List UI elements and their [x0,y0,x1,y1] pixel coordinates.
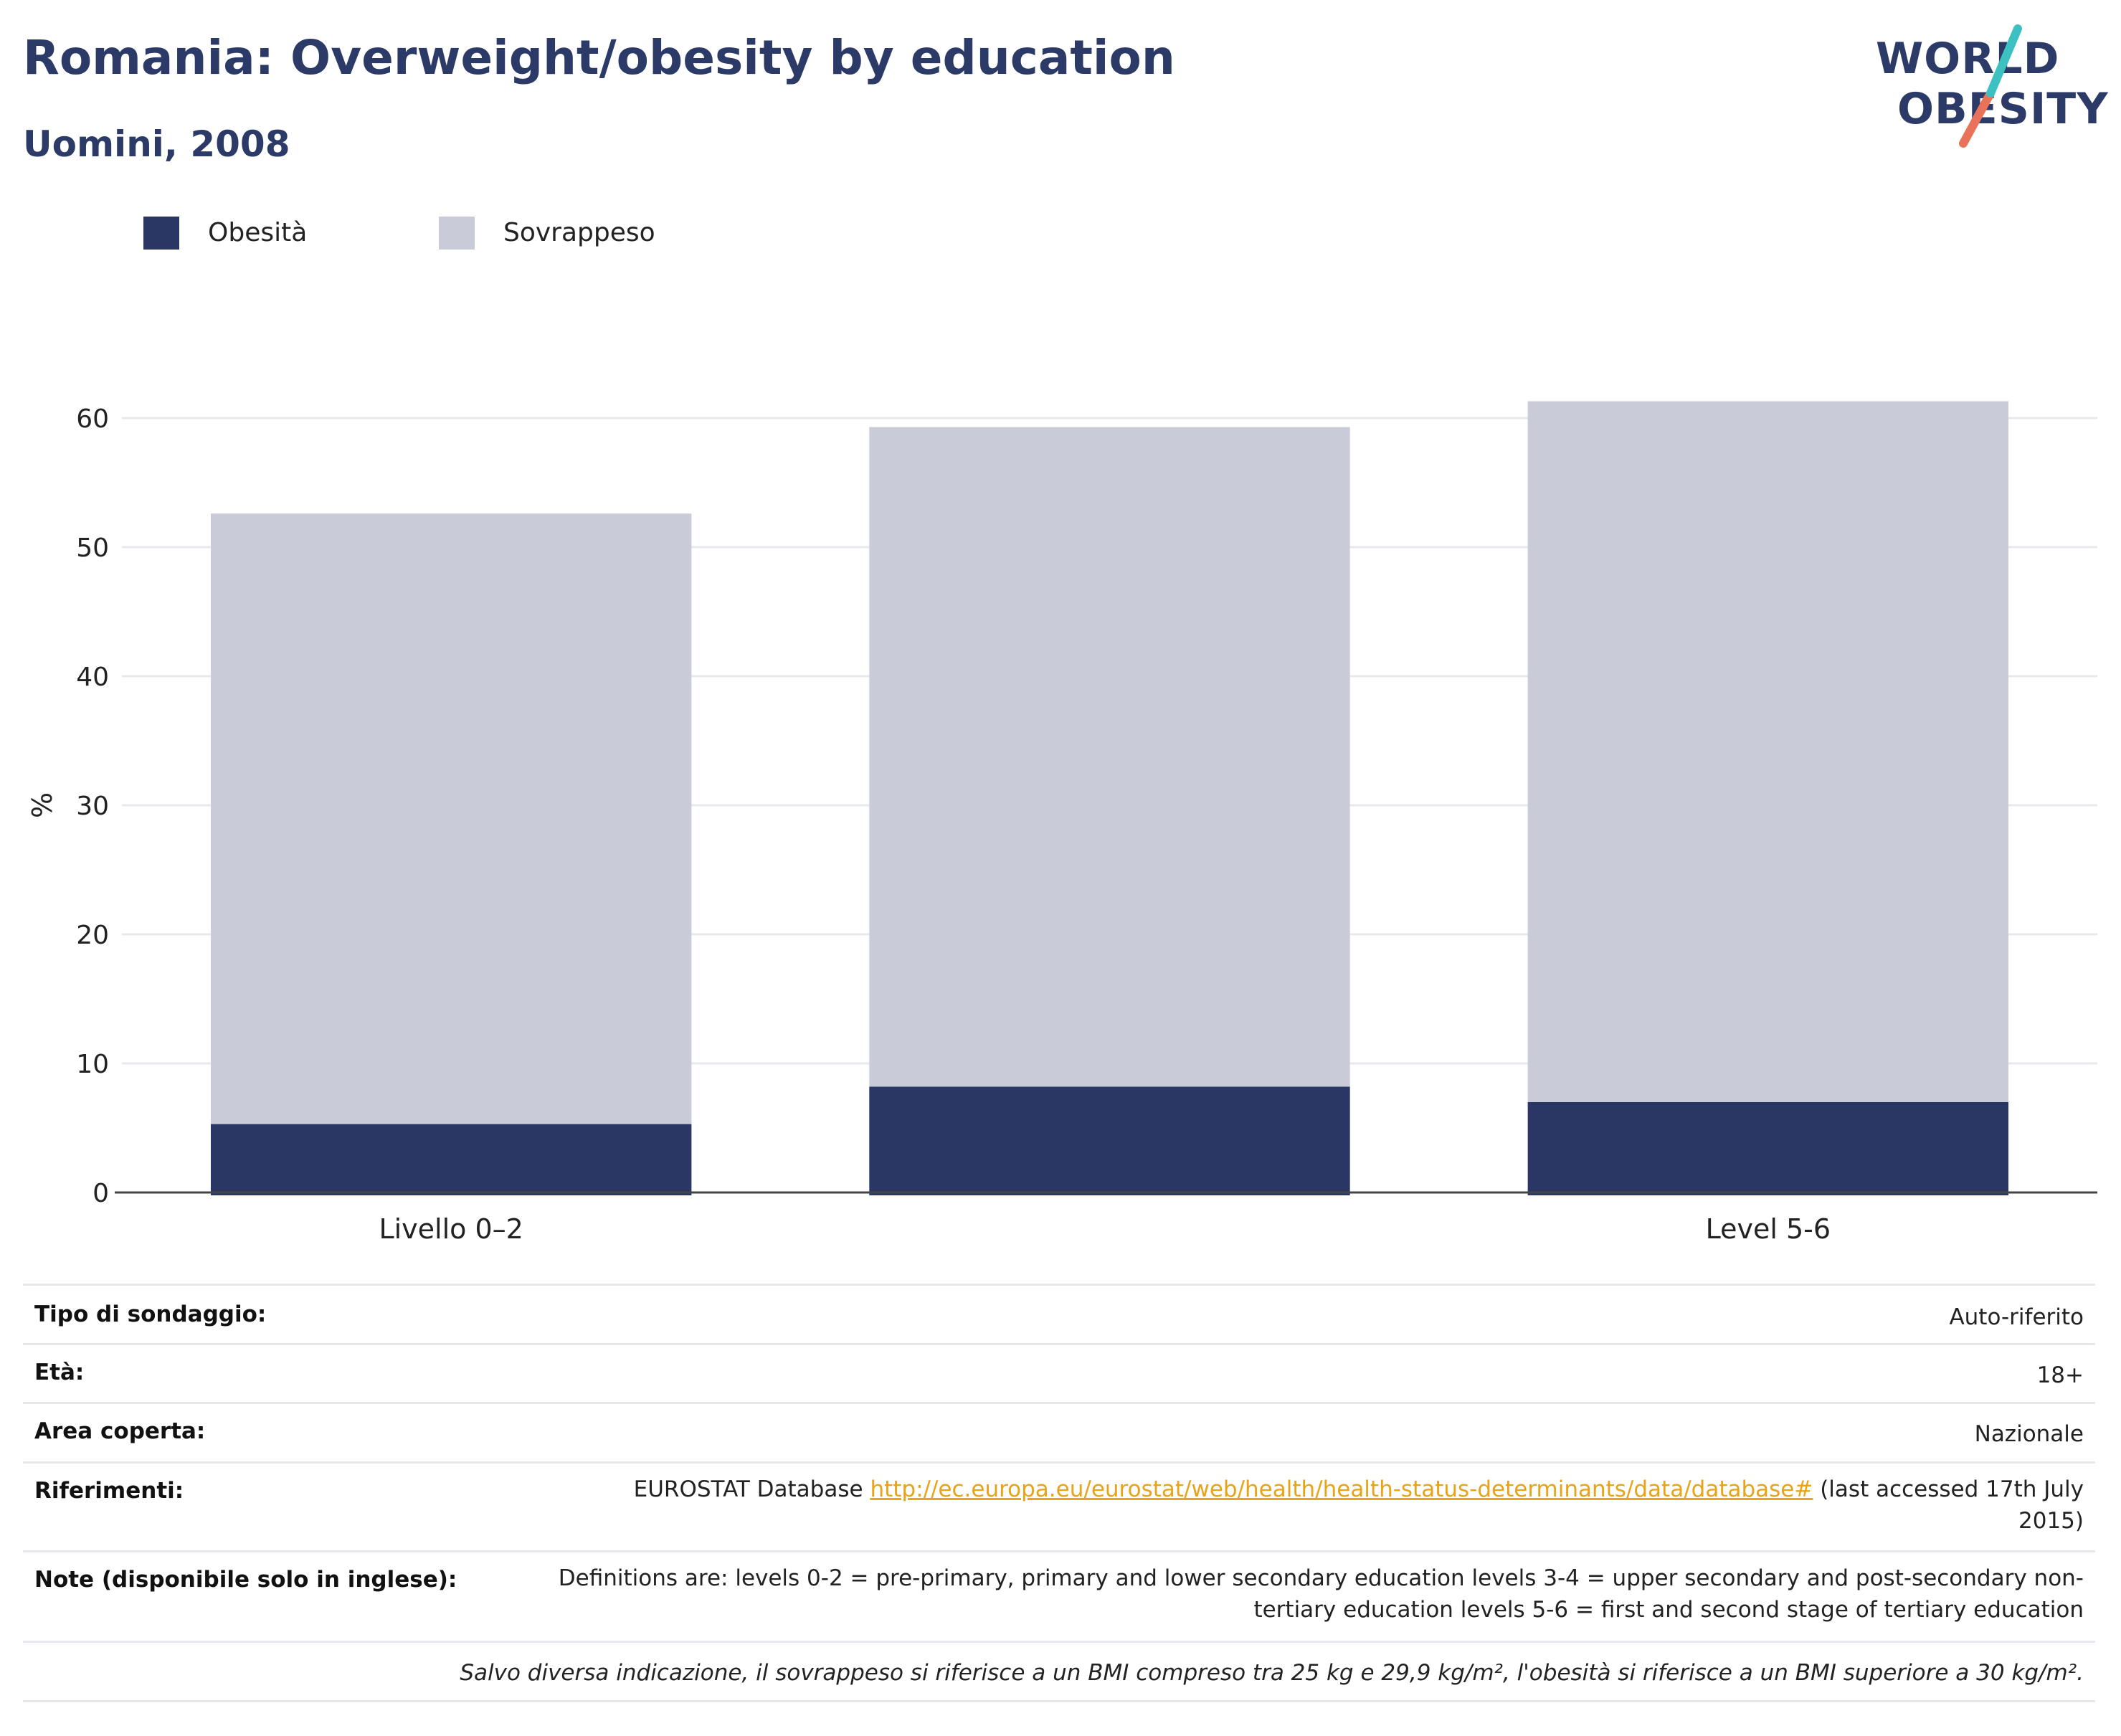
y-tick-label-20: 20 [76,921,109,950]
logo-text-obesity: OBESITY [1897,84,2109,134]
meta-value-notes: Definitions are: levels 0-2 = pre-primar… [559,1562,2084,1626]
metadata-table: Tipo di sondaggio: Auto-riferito Età: 18… [23,1284,2095,1702]
references-link[interactable]: http://ec.europa.eu/eurostat/web/health/… [870,1476,1813,1502]
y-tick-label-40: 40 [76,663,109,692]
y-axis-label: % [27,792,58,818]
references-suffix-1: (last accessed 17th July [1813,1476,2084,1502]
legend-swatch-overweight [439,217,475,250]
references-prefix: EUROSTAT Database [633,1476,870,1502]
meta-value-survey-type: Auto-riferito [1949,1304,2084,1330]
bar-overweight-0 [210,513,692,1124]
meta-value-references: EUROSTAT Database http://ec.europa.eu/eu… [634,1474,2084,1537]
meta-row-area: Area coperta: Nazionale [23,1402,2095,1461]
meta-label-notes: Note (disponibile solo in inglese): [34,1567,457,1593]
legend-label-overweight: Sovrappeso [503,218,655,247]
meta-value-age: 18+ [2036,1362,2084,1388]
logo-slash-icon [1959,24,2022,148]
y-tick-label-30: 30 [76,792,109,821]
legend-swatch-obesity [143,217,179,250]
meta-label-references: Riferimenti: [34,1478,184,1504]
meta-row-survey-type: Tipo di sondaggio: Auto-riferito [23,1284,2095,1343]
meta-value-area: Nazionale [1974,1421,2084,1447]
y-tick-label-50: 50 [76,533,109,563]
x-tick-label-0: Livello 0–2 [379,1213,523,1245]
bar-obesity-1 [869,1086,1350,1195]
y-tick-label-0: 0 [92,1179,109,1208]
y-tick-label-60: 60 [76,404,109,434]
meta-footnote: Salvo diversa indicazione, il sovrappeso… [460,1660,2084,1686]
references-suffix-2: 2015) [2018,1508,2084,1534]
references-line-1: EUROSTAT Database http://ec.europa.eu/eu… [634,1474,2084,1505]
meta-row-notes: Note (disponibile solo in inglese): Defi… [23,1550,2095,1641]
x-tick-label-2: Level 5-6 [1706,1213,1831,1245]
bar-overweight-1 [869,427,1350,1087]
meta-label-area: Area coperta: [34,1418,206,1444]
logo-text-world: WORLD [1876,34,2060,84]
y-tick-label-10: 10 [76,1050,109,1079]
meta-row-age: Età: 18+ [23,1343,2095,1402]
notes-line-2: tertiary education levels 5-6 = first an… [1253,1597,2084,1623]
bar-obesity-0 [210,1124,692,1195]
world-obesity-logo: WORLD OBESITY [1864,22,2108,158]
meta-row-footnote: Salvo diversa indicazione, il sovrappeso… [23,1641,2095,1702]
bar-overweight-2 [1527,401,2009,1102]
meta-label-age: Età: [34,1360,85,1385]
chart-subtitle: Uomini, 2008 [23,123,290,165]
meta-label-survey-type: Tipo di sondaggio: [34,1301,267,1327]
chart-title: Romania: Overweight/obesity by education [23,30,1175,85]
meta-row-references: Riferimenti: EUROSTAT Database http://ec… [23,1461,2095,1550]
notes-line-1: Definitions are: levels 0-2 = pre-primar… [558,1565,2084,1591]
bar-obesity-2 [1527,1102,2009,1195]
legend-label-obesity: Obesità [208,218,308,247]
stacked-bar-chart: 0 10 20 30 40 50 60% Livello 0–2 Level 5-6 [27,401,2097,1245]
